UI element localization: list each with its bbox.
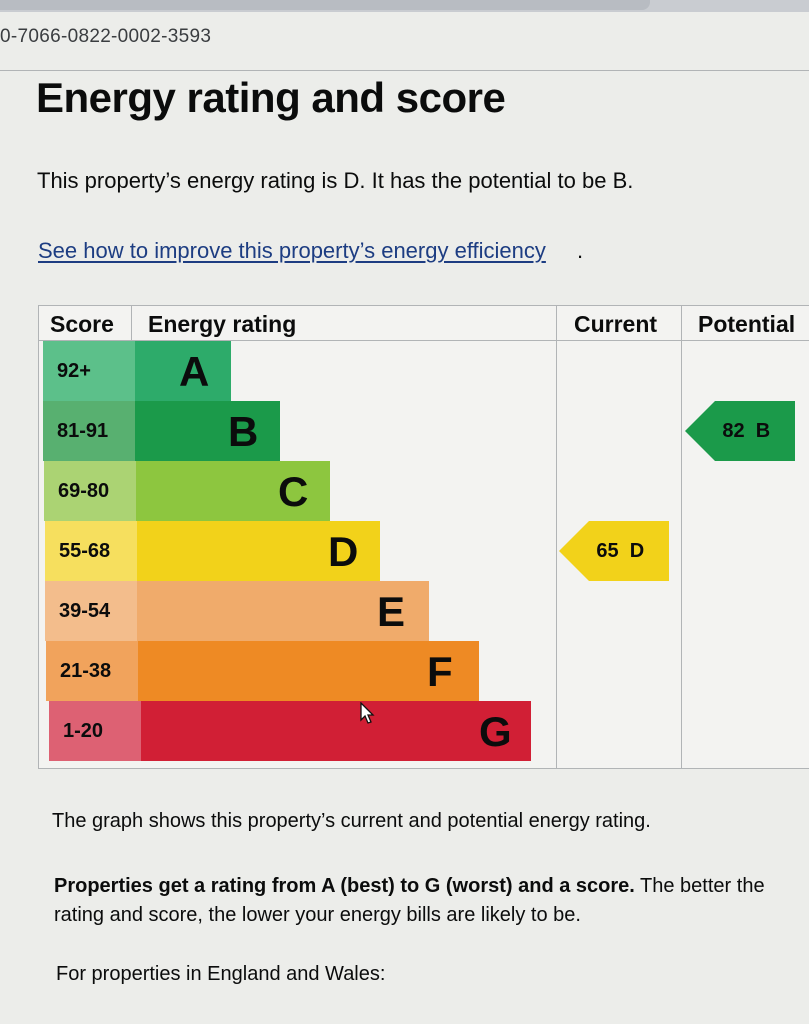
rating-explanation-rest: The better the rating and score, the low… xyxy=(54,875,765,926)
band-score-d: 55-68 xyxy=(45,521,137,581)
potential-rating-arrow: 82 B xyxy=(685,401,795,461)
band-bar-d xyxy=(137,521,380,581)
band-bar-g xyxy=(141,701,531,761)
link-suffix: . xyxy=(577,238,584,263)
improve-efficiency-link[interactable]: See how to improve this property’s energ… xyxy=(38,238,546,263)
band-score-f: 21-38 xyxy=(46,641,138,701)
band-letter-b: B xyxy=(228,408,259,455)
header-score: Score xyxy=(50,311,114,337)
energy-rating-chart: Score Energy rating Current Potential 92… xyxy=(38,305,809,769)
certificate-reference: 0-7066-0822-0002-3593 xyxy=(0,26,212,47)
page-title: Energy rating and score xyxy=(36,74,506,121)
band-bar-c xyxy=(136,461,330,521)
potential-rating-label: 82 B xyxy=(722,420,771,442)
band-letter-e: E xyxy=(377,588,406,635)
band-letter-d: D xyxy=(328,528,359,575)
band-letter-a: A xyxy=(179,348,210,395)
current-rating-arrow: 65 D xyxy=(559,521,669,581)
england-wales-intro: For properties in England and Wales: xyxy=(56,963,386,985)
header-energy-rating: Energy rating xyxy=(148,311,297,337)
band-letter-f: F xyxy=(427,648,453,695)
band-bar-b xyxy=(135,401,280,461)
header-divider xyxy=(39,340,809,341)
band-score-b: 81-91 xyxy=(43,401,135,461)
band-letter-c: C xyxy=(278,468,309,515)
band-score-a: 92+ xyxy=(43,341,135,401)
rating-explanation: Properties get a rating from A (best) to… xyxy=(54,872,794,930)
current-rating-label: 65 D xyxy=(596,540,645,562)
header-potential: Potential xyxy=(698,311,796,337)
score-column-divider xyxy=(131,306,132,341)
current-column-divider xyxy=(556,306,557,768)
rating-explanation-bold: Properties get a rating from A (best) to… xyxy=(54,875,635,897)
band-letter-g: G xyxy=(479,708,512,755)
browser-top-strip xyxy=(0,0,809,12)
mouse-pointer-icon xyxy=(360,702,375,724)
band-bar-a xyxy=(135,341,231,401)
graph-caption: The graph shows this property’s current … xyxy=(52,810,651,832)
potential-column-divider xyxy=(681,306,682,768)
divider xyxy=(0,70,809,71)
rating-summary: This property’s energy rating is D. It h… xyxy=(37,168,634,193)
band-score-e: 39-54 xyxy=(45,581,137,641)
band-score-g: 1-20 xyxy=(49,701,141,761)
header-current: Current xyxy=(574,311,658,337)
band-bar-e xyxy=(137,581,429,641)
band-score-c: 69-80 xyxy=(44,461,136,521)
band-bar-f xyxy=(138,641,479,701)
